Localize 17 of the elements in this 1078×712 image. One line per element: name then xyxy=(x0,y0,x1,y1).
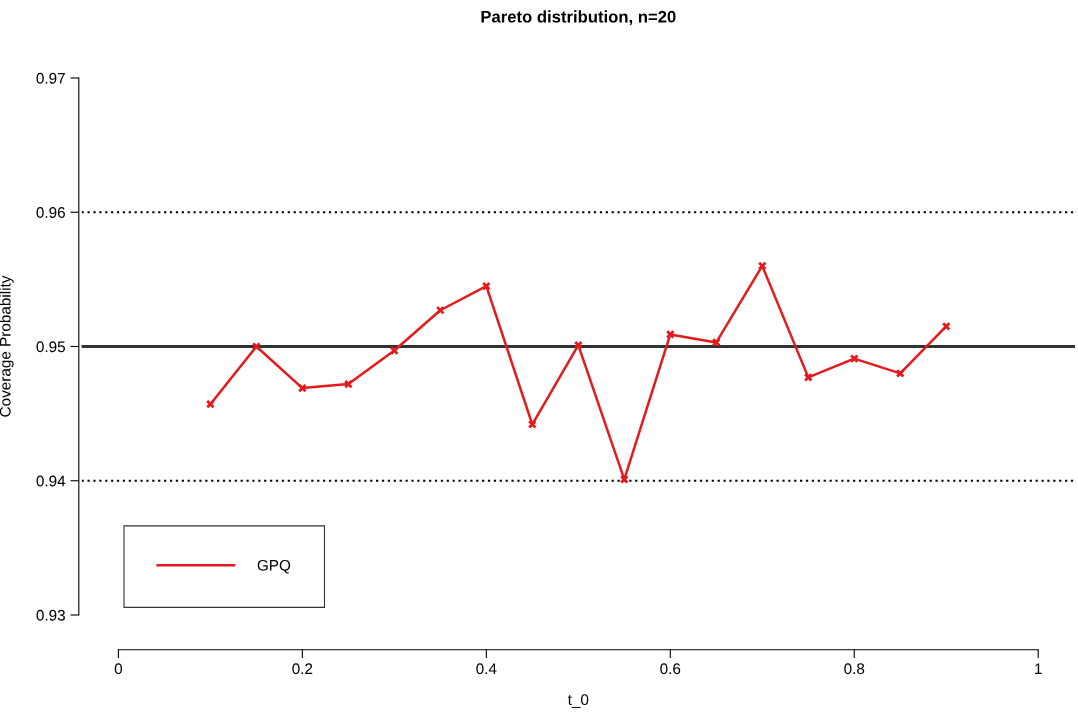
x-tick-label: 0.2 xyxy=(292,663,313,675)
point xyxy=(251,341,261,352)
x-tick-label: 0.4 xyxy=(476,663,497,675)
x-tick-label: 0 xyxy=(114,663,123,675)
chart-title: Pareto distribution, n=20 xyxy=(481,10,676,26)
x-axis-title: t_0 xyxy=(567,694,589,708)
legend-label: GPQ xyxy=(257,559,291,574)
y-tick-label: 0.95 xyxy=(36,341,65,353)
y-axis-title: Coverage Probability xyxy=(0,275,14,417)
y-tick-label: 0.97 xyxy=(36,72,65,84)
y-tick-label: 0.94 xyxy=(36,475,66,487)
x-tick-label: 0.6 xyxy=(660,663,681,675)
point xyxy=(389,346,399,356)
x-tick-label: 0.8 xyxy=(844,663,865,675)
x-tick-label: 1 xyxy=(1035,663,1042,674)
y-tick-label: 0.96 xyxy=(36,207,65,218)
y-tick-label: 0.93 xyxy=(36,609,65,621)
